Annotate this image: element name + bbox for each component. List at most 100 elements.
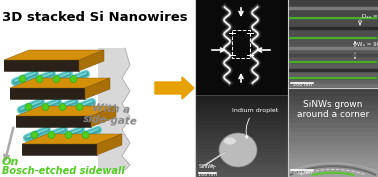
- Bar: [288, 46, 378, 49]
- Bar: [288, 38, 378, 41]
- Bar: [195, 98, 288, 101]
- Polygon shape: [91, 106, 116, 127]
- Bar: [195, 122, 288, 125]
- Bar: [288, 32, 378, 35]
- Polygon shape: [16, 106, 116, 116]
- Bar: [288, 49, 378, 52]
- Bar: [288, 61, 378, 64]
- Bar: [288, 23, 378, 26]
- Polygon shape: [97, 134, 122, 155]
- Bar: [288, 128, 378, 133]
- Bar: [288, 150, 378, 155]
- Polygon shape: [22, 134, 122, 144]
- Polygon shape: [155, 77, 194, 99]
- Bar: [288, 2, 378, 5]
- Bar: [195, 119, 288, 122]
- Bar: [288, 17, 378, 20]
- Polygon shape: [4, 50, 104, 60]
- Bar: [288, 85, 378, 88]
- Ellipse shape: [230, 154, 250, 162]
- Text: SiNW: SiNW: [199, 164, 214, 170]
- Circle shape: [70, 76, 77, 82]
- Circle shape: [82, 132, 89, 138]
- Bar: [195, 170, 288, 173]
- Bar: [195, 176, 288, 177]
- Bar: [195, 140, 288, 143]
- Polygon shape: [22, 144, 97, 155]
- Polygon shape: [16, 116, 91, 127]
- Bar: [195, 137, 288, 140]
- Circle shape: [19, 76, 26, 82]
- Circle shape: [59, 104, 66, 110]
- Bar: [195, 146, 288, 149]
- Text: Dₓₓ = 55 nm: Dₓₓ = 55 nm: [362, 14, 378, 19]
- Bar: [288, 132, 378, 137]
- Text: 200 nm: 200 nm: [293, 82, 311, 87]
- Bar: [288, 0, 378, 88]
- Bar: [288, 73, 378, 76]
- Bar: [288, 64, 378, 67]
- Bar: [288, 154, 378, 159]
- Bar: [288, 70, 378, 73]
- Bar: [195, 134, 288, 137]
- Text: 200 nm: 200 nm: [293, 170, 311, 175]
- Bar: [288, 96, 378, 101]
- Bar: [288, 105, 378, 110]
- Polygon shape: [4, 60, 79, 71]
- Bar: [288, 0, 378, 3]
- Polygon shape: [79, 50, 104, 71]
- Bar: [288, 172, 378, 177]
- Ellipse shape: [219, 133, 257, 167]
- Bar: [195, 131, 288, 134]
- Bar: [195, 173, 288, 176]
- Bar: [195, 110, 288, 113]
- Bar: [195, 95, 288, 98]
- Circle shape: [36, 76, 43, 82]
- Bar: [288, 55, 378, 58]
- Bar: [195, 155, 288, 158]
- Bar: [195, 95, 288, 177]
- Bar: [288, 163, 378, 168]
- Bar: [288, 110, 378, 115]
- Bar: [195, 158, 288, 161]
- Bar: [288, 92, 378, 97]
- Circle shape: [53, 76, 60, 82]
- Bar: [288, 88, 378, 93]
- Circle shape: [25, 104, 32, 110]
- Bar: [288, 101, 378, 106]
- Bar: [195, 101, 288, 104]
- Circle shape: [48, 132, 55, 138]
- Text: Indium droplet: Indium droplet: [232, 108, 278, 138]
- Bar: [288, 11, 378, 14]
- Bar: [288, 35, 378, 38]
- Bar: [195, 149, 288, 152]
- Polygon shape: [10, 88, 85, 99]
- Bar: [288, 26, 378, 29]
- Bar: [195, 164, 288, 167]
- Text: With a
side-gate: With a side-gate: [83, 103, 139, 127]
- Bar: [288, 14, 378, 17]
- Text: Wₓ = 90 nm: Wₓ = 90 nm: [357, 42, 378, 47]
- Bar: [195, 116, 288, 119]
- Bar: [288, 76, 378, 79]
- Bar: [288, 168, 378, 173]
- Bar: [195, 128, 288, 131]
- Bar: [288, 29, 378, 32]
- Bar: [288, 67, 378, 70]
- Bar: [195, 152, 288, 155]
- Bar: [288, 114, 378, 119]
- Bar: [288, 136, 378, 141]
- Polygon shape: [10, 78, 110, 88]
- Bar: [288, 58, 378, 61]
- Polygon shape: [85, 78, 110, 99]
- Bar: [288, 145, 378, 150]
- Text: SiNWs grown
around a corner: SiNWs grown around a corner: [297, 100, 369, 119]
- Bar: [288, 159, 378, 164]
- Bar: [288, 82, 378, 85]
- Circle shape: [76, 104, 83, 110]
- Bar: [288, 41, 378, 44]
- Bar: [288, 79, 378, 82]
- Bar: [195, 107, 288, 110]
- Circle shape: [42, 104, 49, 110]
- Bar: [288, 123, 378, 128]
